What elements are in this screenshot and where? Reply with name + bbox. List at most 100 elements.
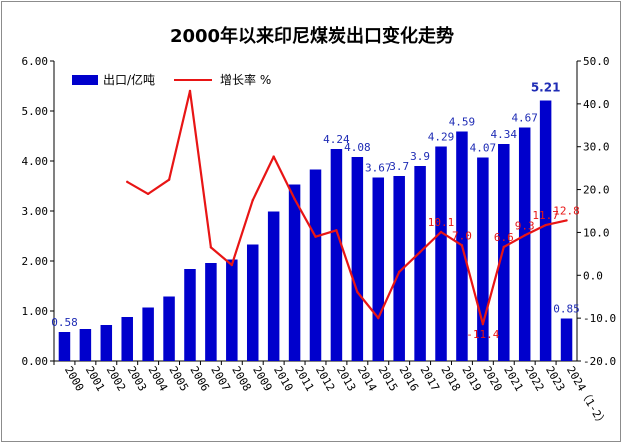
bar — [309, 169, 322, 361]
x-axis-tick-label: 2004 — [146, 364, 171, 394]
growth-point — [272, 155, 275, 158]
growth-value-label: 10.1 — [428, 216, 455, 229]
growth-value-label: 11.7 — [532, 209, 559, 222]
growth-point — [544, 223, 547, 227]
growth-line — [126, 89, 568, 326]
bar-value-label: 4.24 — [323, 133, 350, 146]
growth-point — [146, 192, 150, 196]
bar — [351, 157, 364, 361]
growth-value-label: 6.6 — [494, 231, 514, 244]
growth-value-label: 7.0 — [452, 229, 472, 242]
right-axis-tick-label: -10.0 — [583, 312, 616, 325]
growth-point — [418, 250, 422, 254]
bar-value-label: 4.59 — [449, 116, 476, 129]
right-axis-tick-label: 20.0 — [583, 184, 610, 197]
bar — [435, 146, 447, 361]
bar — [100, 325, 113, 361]
growth-point — [314, 235, 317, 238]
right-axis-tick-label: 10.0 — [583, 226, 610, 239]
x-axis-tick-label: 2015 — [376, 364, 401, 393]
x-axis-tick-label: 2002 — [104, 364, 129, 393]
bar — [560, 318, 573, 361]
bar — [539, 100, 552, 361]
right-axis-tick-label: 30.0 — [583, 141, 610, 154]
bar — [142, 307, 154, 361]
growth-point — [460, 244, 464, 247]
bar — [498, 144, 510, 361]
bar — [246, 244, 259, 361]
bar-value-label: 3.67 — [365, 162, 392, 175]
bar-value-label: 3.9 — [410, 150, 430, 163]
x-axis-tick-label: 2003 — [125, 364, 150, 393]
bar — [414, 166, 426, 361]
x-axis-tick-label: 2012 — [313, 364, 338, 393]
legend-line-label: 增长率 % — [220, 72, 271, 87]
x-axis-tick-label: 2001 — [83, 364, 108, 393]
growth-point — [251, 199, 254, 202]
left-axis-tick-label: 2.00 — [22, 255, 49, 268]
bar-value-label: 0.58 — [51, 316, 78, 329]
x-axis-tick-label: 2007 — [208, 364, 233, 393]
chart-title: 2000年以来印尼煤炭出口变化走势 — [170, 25, 454, 47]
bar-value-label: 4.67 — [511, 112, 538, 125]
right-axis-tick-label: 0.0 — [583, 269, 603, 282]
x-axis-tick-label: 2023 — [543, 364, 568, 393]
left-axis-tick-label: 0.00 — [22, 355, 49, 368]
x-axis-tick-label: 2022 — [522, 364, 547, 393]
growth-point — [209, 246, 213, 249]
bar — [226, 259, 238, 361]
x-axis-tick-label: 2008 — [229, 364, 254, 393]
bar-value-label: 4.08 — [344, 141, 371, 154]
growth-point — [439, 230, 443, 234]
bar-value-label: 5.21 — [531, 81, 561, 95]
bar — [121, 317, 133, 361]
growth-point — [335, 229, 338, 232]
growth-point — [565, 219, 568, 222]
growth-point — [502, 245, 505, 249]
growth-point — [230, 263, 234, 267]
growth-point — [356, 290, 359, 294]
bar — [288, 184, 301, 361]
x-axis-tick-label: 2009 — [250, 364, 275, 393]
x-axis-tick-label: 2024（1-2） — [564, 364, 609, 430]
x-axis-tick-label: 2000 — [62, 364, 87, 393]
left-axis-tick-label: 5.00 — [22, 105, 49, 118]
bar-value-label: 3.7 — [389, 160, 409, 173]
data-labels: 0.58 4.244.08 3.673.73.9 4.29 4.59 4.074.34 4.… — [51, 81, 580, 342]
bar — [163, 296, 175, 361]
growth-point — [188, 89, 192, 93]
legend: 出口/亿吨 增长率 % — [72, 72, 271, 87]
x-axis-tick-label: 2017 — [418, 364, 443, 393]
growth-point — [377, 316, 380, 320]
x-axis-tick-label: 2011 — [292, 364, 317, 393]
growth-value-label: -11.4 — [466, 328, 499, 341]
bar — [184, 269, 196, 361]
growth-point — [167, 178, 171, 181]
growth-point — [126, 180, 129, 184]
x-axis-tick-label: 2010 — [271, 364, 296, 393]
growth-point — [397, 270, 401, 274]
left-axis-tick-label: 4.00 — [22, 155, 49, 168]
legend-bar-swatch — [72, 75, 98, 85]
x-axis-tick-label: 2020 — [480, 364, 505, 393]
x-axis-tick-label: 2019 — [459, 364, 484, 393]
growth-point — [293, 197, 296, 201]
bar — [58, 332, 71, 361]
x-axis-tick-label: 2016 — [397, 364, 422, 393]
bar — [372, 177, 385, 361]
right-axis-tick-label: 50.0 — [583, 55, 610, 68]
bar — [393, 176, 405, 361]
x-axis-tick-label: 2021 — [501, 364, 526, 393]
growth-point — [523, 234, 526, 237]
bar-value-label: 4.07 — [470, 142, 497, 155]
bar — [267, 211, 280, 361]
legend-bar-label: 出口/亿吨 — [103, 72, 155, 87]
x-axis-tick-label: 2014 — [355, 364, 380, 394]
right-axis-tick-label: -20.0 — [583, 355, 616, 368]
right-axis-tick-label: 40.0 — [583, 98, 610, 111]
left-axis-tick-label: 6.00 — [22, 55, 49, 68]
bar — [518, 127, 531, 361]
bar-value-label: 4.34 — [491, 128, 518, 141]
